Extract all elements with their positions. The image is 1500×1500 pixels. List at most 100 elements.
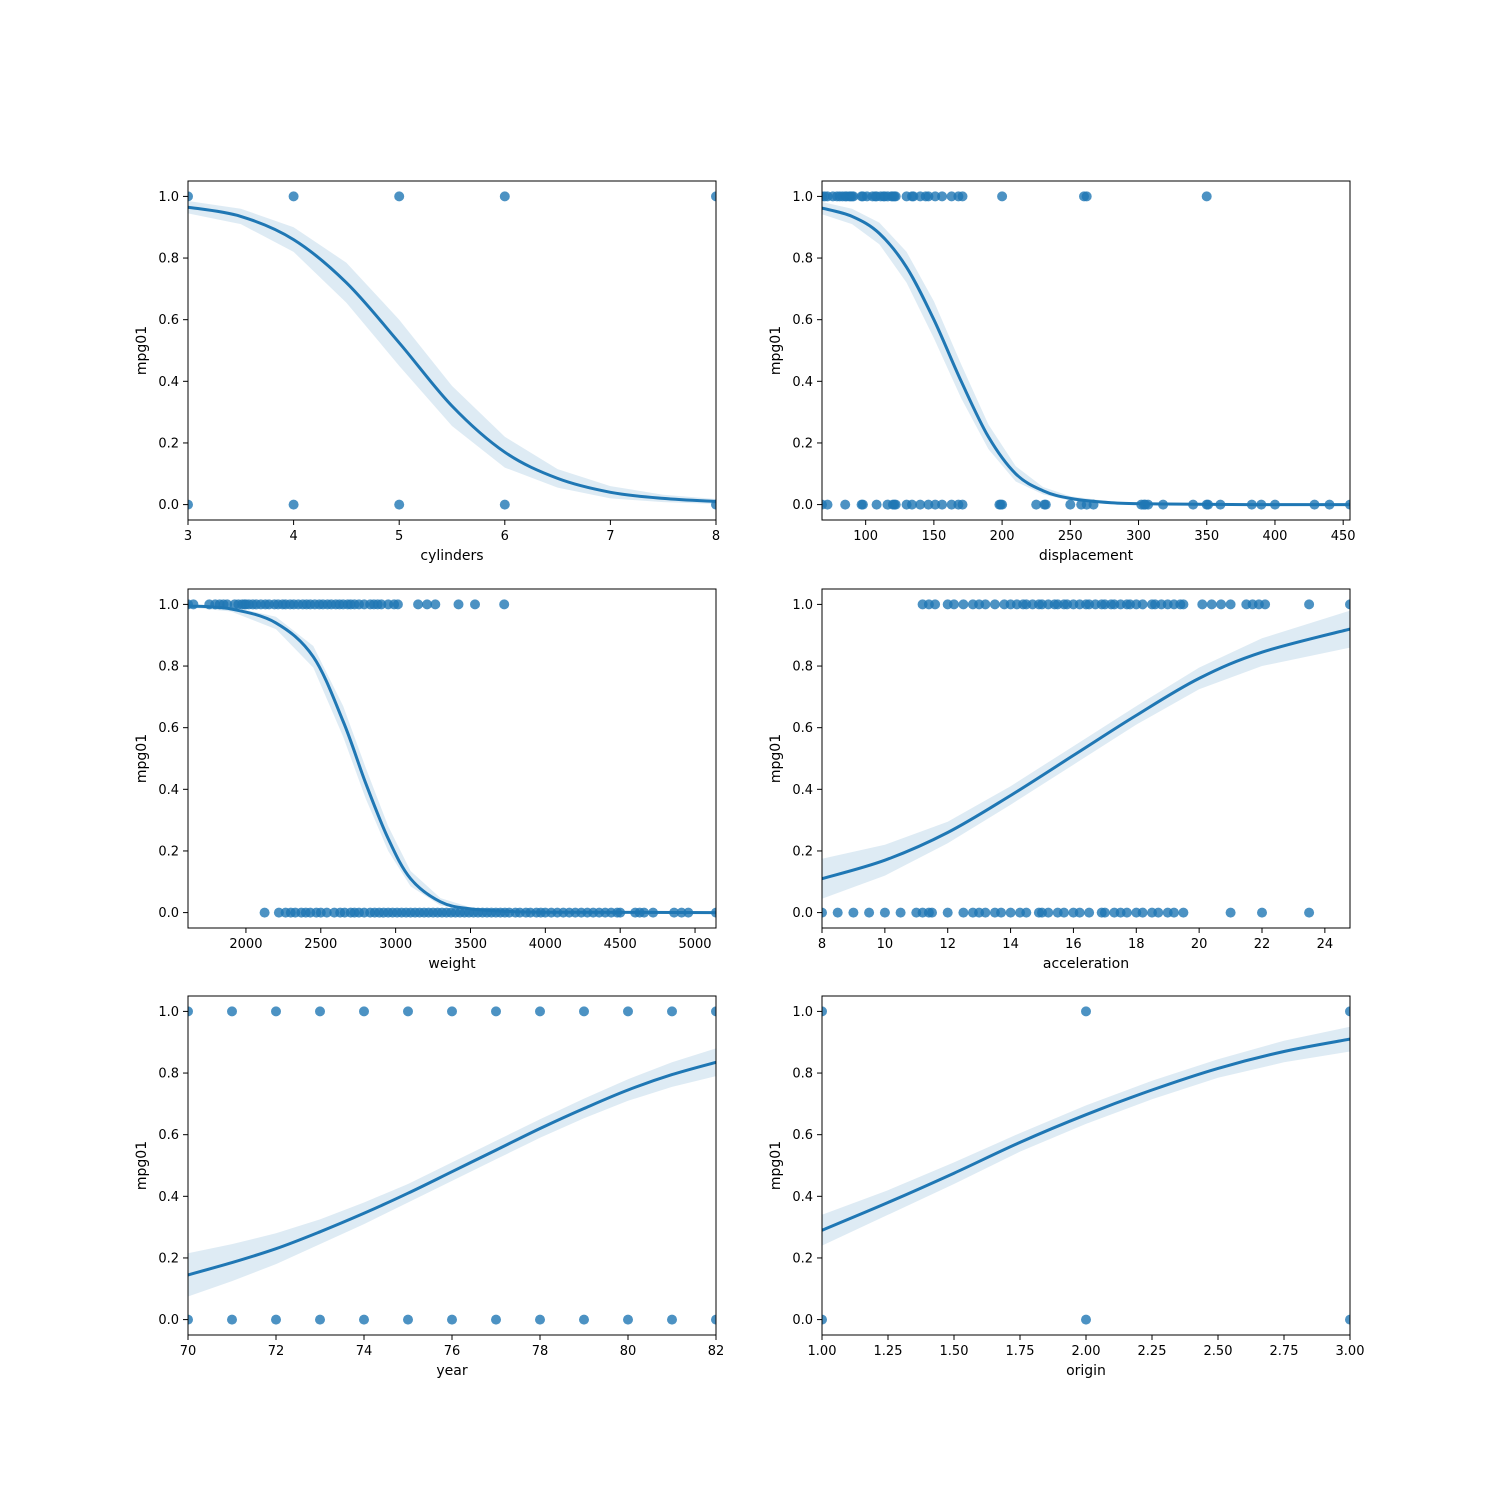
data-point-mpg01-1 [1304, 599, 1315, 610]
axes-frame [187, 180, 717, 521]
x-tick-label: 1.00 [808, 1344, 837, 1359]
x-tick-label: 14 [1002, 937, 1019, 952]
data-point-mpg01-0 [1304, 907, 1315, 918]
data-point-mpg01-0 [227, 1314, 237, 1325]
y-tick-label: 0.2 [158, 1251, 179, 1266]
data-point-mpg01-0 [271, 1314, 281, 1325]
x-tick-label: 450 [1331, 529, 1356, 544]
y-tick-label: 0.4 [158, 783, 179, 798]
data-point-mpg01-1 [188, 191, 193, 202]
y-tick-label: 0.6 [158, 313, 179, 328]
x-tick-label: 6 [501, 529, 509, 544]
logistic-fit-line [188, 604, 716, 915]
x-tick-label: 100 [853, 529, 878, 544]
y-tick-label: 0.4 [158, 1190, 179, 1205]
data-point-mpg01-0 [1081, 1314, 1091, 1325]
data-point-mpg01-0 [499, 499, 510, 510]
y-axis-label: mpg01 [768, 1141, 784, 1190]
x-tick-label: 8 [818, 937, 826, 952]
data-point-mpg01-1 [1260, 599, 1271, 610]
data-point-mpg01-0 [1040, 499, 1051, 510]
data-point-mpg01-0 [822, 907, 827, 918]
y-axis-label: mpg01 [768, 326, 784, 375]
subplot-5: 70 72 74 76 78 80 82 0.0 0.2 0.4 0.6 0.8 1.0 year mpg0… [134, 995, 724, 1379]
x-tick-label: 72 [268, 1344, 285, 1359]
x-tick-label: 2000 [229, 937, 262, 952]
x-tick-label: 2.25 [1138, 1344, 1167, 1359]
x-tick-label: 78 [532, 1344, 549, 1359]
plot-area [188, 191, 716, 510]
plot-area [188, 599, 716, 918]
data-point-mpg01-0 [188, 1314, 193, 1325]
y-tick-label: 0.0 [792, 1313, 813, 1328]
x-tick-label: 1.75 [1006, 1344, 1035, 1359]
data-point-mpg01-0 [848, 907, 859, 918]
y-tick-label: 0.8 [792, 660, 813, 675]
plot-area [822, 191, 1350, 510]
data-point-mpg01-0 [259, 907, 270, 918]
logistic-fit-line [188, 1060, 716, 1277]
y-tick-label: 0.6 [792, 1128, 813, 1143]
subplot-1: 3 4 5 6 7 8 0.0 0.2 0.4 0.6 0.8 1.0 cylinders mpg01 [134, 180, 720, 564]
data-point-mpg01-0 [447, 1314, 457, 1325]
data-point-mpg01-0 [1043, 907, 1054, 918]
x-tick-label: 2.75 [1270, 1344, 1299, 1359]
data-point-mpg01-0 [1345, 1314, 1350, 1325]
data-point-mpg01-0 [1074, 907, 1085, 918]
data-point-mpg01-1 [288, 191, 299, 202]
x-tick-label: 12 [939, 937, 956, 952]
plot-area [822, 599, 1350, 918]
x-tick-label: 24 [1317, 937, 1334, 952]
data-point-mpg01-0 [996, 907, 1007, 918]
data-point-mpg01-0 [288, 499, 299, 510]
data-point-mpg01-1 [392, 599, 403, 610]
y-tick-label: 0.0 [158, 1313, 179, 1328]
data-point-mpg01-0 [321, 907, 332, 918]
x-axis-label: acceleration [1043, 956, 1129, 972]
data-point-mpg01-1 [1345, 1006, 1350, 1017]
data-point-mpg01-1 [315, 1006, 325, 1017]
data-point-mpg01-0 [980, 907, 991, 918]
data-point-mpg01-0 [315, 1314, 325, 1325]
data-point-mpg01-1 [422, 599, 433, 610]
x-tick-label: 5000 [678, 937, 711, 952]
data-point-mpg01-0 [188, 499, 193, 510]
plot-area [822, 1006, 1350, 1325]
confidence-band [822, 1026, 1350, 1246]
data-point-mpg01-1 [453, 599, 464, 610]
data-point-mpg01-1 [227, 1006, 237, 1017]
x-axis-label: weight [428, 956, 476, 972]
y-tick-label: 0.8 [792, 252, 813, 267]
data-point-mpg01-0 [822, 499, 833, 510]
y-tick-label: 0.2 [792, 436, 813, 451]
confidence-band [188, 201, 716, 504]
data-point-mpg01-0 [403, 1314, 413, 1325]
data-point-mpg01-1 [470, 599, 480, 610]
x-tick-label: 74 [356, 1344, 373, 1359]
data-point-mpg01-1 [271, 1006, 281, 1017]
data-point-mpg01-0 [1225, 907, 1236, 918]
data-point-mpg01-0 [907, 499, 917, 510]
data-point-mpg01-1 [394, 191, 405, 202]
x-tick-label: 3000 [379, 937, 412, 952]
x-axis-label: cylinders [420, 548, 483, 564]
confidence-band [188, 604, 716, 913]
data-point-mpg01-1 [579, 1006, 589, 1017]
y-tick-label: 0.4 [792, 783, 813, 798]
y-tick-label: 0.4 [792, 375, 813, 390]
axes-frame [821, 588, 1351, 929]
x-tick-label: 7 [606, 529, 614, 544]
data-point-mpg01-1 [949, 599, 959, 610]
x-tick-label: 300 [1126, 529, 1151, 544]
x-tick-label: 250 [1058, 529, 1083, 544]
data-point-mpg01-1 [1197, 599, 1208, 610]
x-tick-label: 8 [712, 529, 720, 544]
data-point-mpg01-0 [890, 499, 901, 510]
x-tick-label: 1.50 [940, 1344, 969, 1359]
data-point-mpg01-1 [188, 1006, 193, 1017]
y-tick-label: 0.6 [792, 313, 813, 328]
data-point-mpg01-1 [499, 191, 510, 202]
y-tick-label: 1.0 [792, 1005, 813, 1020]
data-point-mpg01-1 [623, 1006, 633, 1017]
y-axis-label: mpg01 [134, 1141, 150, 1190]
